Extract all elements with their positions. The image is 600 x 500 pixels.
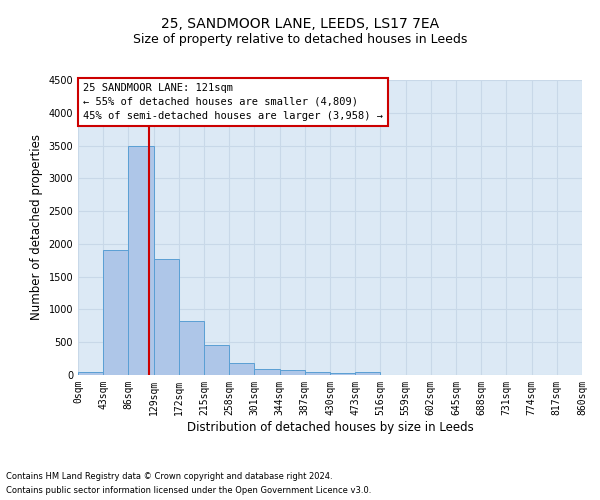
Bar [103, 250, 128, 375]
Bar [78, 372, 103, 375]
Bar [128, 146, 154, 375]
Bar [154, 259, 179, 375]
Text: Contains HM Land Registry data © Crown copyright and database right 2024.: Contains HM Land Registry data © Crown c… [6, 472, 332, 481]
Bar [280, 370, 305, 375]
Text: Contains public sector information licensed under the Open Government Licence v3: Contains public sector information licen… [6, 486, 371, 495]
Bar [179, 320, 204, 375]
Bar [254, 369, 280, 375]
X-axis label: Distribution of detached houses by size in Leeds: Distribution of detached houses by size … [187, 420, 473, 434]
Text: Size of property relative to detached houses in Leeds: Size of property relative to detached ho… [133, 32, 467, 46]
Text: 25, SANDMOOR LANE, LEEDS, LS17 7EA: 25, SANDMOOR LANE, LEEDS, LS17 7EA [161, 18, 439, 32]
Bar [330, 373, 355, 375]
Bar [355, 372, 380, 375]
Bar [229, 363, 254, 375]
Bar [305, 372, 330, 375]
Bar [204, 345, 229, 375]
Y-axis label: Number of detached properties: Number of detached properties [30, 134, 43, 320]
Text: 25 SANDMOOR LANE: 121sqm
← 55% of detached houses are smaller (4,809)
45% of sem: 25 SANDMOOR LANE: 121sqm ← 55% of detach… [83, 83, 383, 121]
